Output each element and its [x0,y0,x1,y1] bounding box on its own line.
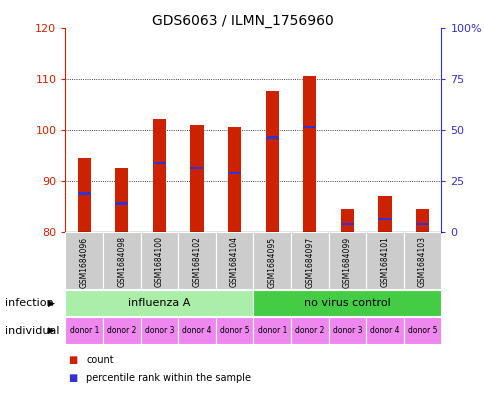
Bar [378,218,391,220]
Bar [403,232,440,289]
Bar [152,119,166,232]
Text: GSM1684100: GSM1684100 [154,237,164,287]
Text: donor 5: donor 5 [219,326,249,335]
Bar [140,317,178,344]
Text: ▶: ▶ [47,326,54,335]
Text: donor 2: donor 2 [107,326,136,335]
Text: influenza A: influenza A [128,298,190,308]
Bar [178,232,215,289]
Text: ■: ■ [68,373,77,384]
Text: donor 3: donor 3 [332,326,362,335]
Bar [65,290,253,316]
Bar [302,76,316,232]
Bar [190,167,203,169]
Bar [290,317,328,344]
Text: GSM1684098: GSM1684098 [117,237,126,287]
Text: percentile rank within the sample: percentile rank within the sample [86,373,251,384]
Bar [103,232,140,289]
Bar [140,232,178,289]
Text: GSM1684097: GSM1684097 [304,237,314,288]
Bar [115,168,128,232]
Text: GSM1684096: GSM1684096 [79,237,89,288]
Bar [215,317,253,344]
Bar [328,317,365,344]
Bar [378,196,391,232]
Text: donor 4: donor 4 [182,326,212,335]
Bar [365,232,403,289]
Text: donor 1: donor 1 [257,326,287,335]
Text: GDS6063 / ILMN_1756960: GDS6063 / ILMN_1756960 [151,14,333,28]
Bar [215,232,253,289]
Bar [415,223,428,226]
Text: donor 5: donor 5 [407,326,437,335]
Bar [190,125,203,232]
Bar [265,136,278,139]
Bar [365,317,403,344]
Bar [152,162,166,164]
Bar [253,232,290,289]
Text: GSM1684101: GSM1684101 [379,237,389,287]
Text: GSM1684104: GSM1684104 [229,237,239,287]
Text: count: count [86,354,114,365]
Text: no virus control: no virus control [303,298,390,308]
Text: GSM1684099: GSM1684099 [342,237,351,288]
Bar [302,126,316,129]
Text: donor 4: donor 4 [369,326,399,335]
Text: donor 1: donor 1 [69,326,99,335]
Bar [253,290,440,316]
Text: GSM1684095: GSM1684095 [267,237,276,288]
Bar [328,232,365,289]
Bar [65,232,103,289]
Bar [227,127,241,232]
Bar [265,92,278,232]
Text: donor 2: donor 2 [294,326,324,335]
Text: ■: ■ [68,354,77,365]
Bar [77,158,91,232]
Bar [340,209,353,232]
Bar [178,317,215,344]
Bar [290,232,328,289]
Bar [77,192,91,195]
Bar [65,317,103,344]
Text: GSM1684103: GSM1684103 [417,237,426,287]
Text: ▶: ▶ [47,299,54,307]
Bar [227,172,241,174]
Text: individual: individual [5,325,59,336]
Bar [103,317,140,344]
Bar [253,317,290,344]
Bar [403,317,440,344]
Text: infection: infection [5,298,53,308]
Bar [415,209,428,232]
Text: donor 3: donor 3 [144,326,174,335]
Text: GSM1684102: GSM1684102 [192,237,201,287]
Bar [340,223,353,226]
Bar [115,202,128,205]
